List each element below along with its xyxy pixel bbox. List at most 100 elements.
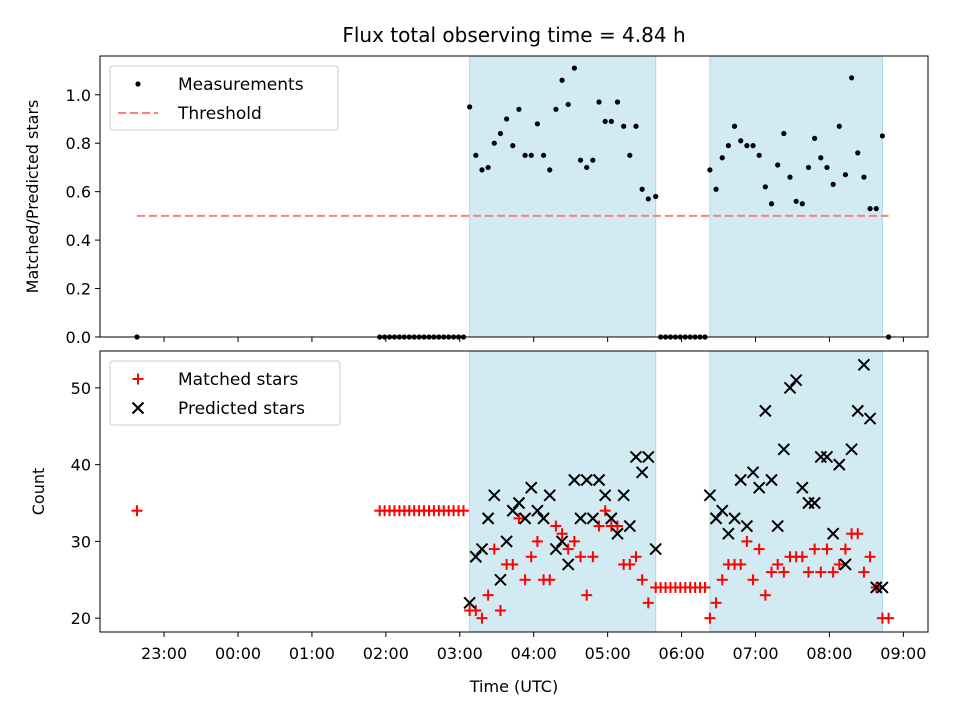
matched-star-point — [858, 566, 870, 578]
matched-star-point — [494, 605, 506, 617]
threshold-legend-label: Threshold — [177, 104, 262, 124]
matched-star-point — [470, 605, 482, 617]
measurement-point — [565, 101, 571, 108]
predicted-star-point — [740, 519, 754, 533]
x-tick-label: 05:00 — [585, 644, 631, 663]
predicted-star-point — [481, 512, 495, 525]
matched-star-point — [587, 551, 599, 563]
measurement-point — [639, 186, 645, 192]
top-y-tick-label: 0.6 — [66, 183, 91, 202]
top-y-tick-label: 0.2 — [66, 280, 91, 299]
matched-star-point — [735, 558, 747, 570]
predicted-star-point — [518, 512, 532, 525]
predicted-star-point — [765, 473, 778, 487]
x-tick-label: 23:00 — [141, 644, 187, 663]
matched-star-point — [716, 574, 728, 586]
measurement-point — [824, 164, 830, 171]
predicted-star-point — [598, 489, 612, 502]
measurement-point — [842, 172, 849, 178]
top-y-tick-label: 1.0 — [66, 86, 91, 105]
x-tick-label: 01:00 — [289, 644, 335, 663]
predicted-star-point — [586, 512, 600, 525]
predicted-star-point — [494, 573, 507, 586]
matched-star-point — [809, 543, 821, 555]
matched-star-point — [630, 551, 642, 563]
measurement-point — [596, 99, 602, 105]
matched-star-point — [852, 528, 864, 540]
measurement-point — [473, 152, 479, 158]
measurement-point — [590, 157, 596, 163]
measurement-point — [504, 116, 510, 122]
x-tick-label: 06:00 — [659, 644, 705, 663]
matched-star-point — [741, 535, 753, 547]
measurement-point — [540, 152, 547, 158]
matched-star-point — [710, 597, 722, 609]
top-y-axis-label: Matched/Predicted stars — [23, 100, 42, 294]
matched-legend-marker — [132, 373, 144, 385]
matched-star-point — [519, 574, 531, 586]
predicted-star-point — [500, 535, 513, 548]
measurement-point — [485, 164, 491, 171]
predicted-star-point — [759, 404, 772, 418]
matched-star-point — [636, 574, 648, 586]
predicted-star-point — [716, 504, 729, 517]
matched-star-point — [568, 535, 580, 547]
predicted-star-point — [574, 512, 587, 525]
bottom-panel: 20 30 40 50 23:00 00:00 01:00 02:00 03:00 04:00 0… — [29, 350, 929, 696]
predicted-star-point — [777, 443, 791, 456]
matched-star-point — [815, 566, 827, 578]
predicted-star-point — [796, 481, 809, 494]
matched-star-point — [476, 612, 488, 624]
matched-star-point — [488, 543, 500, 555]
predicted-star-point — [531, 504, 544, 517]
predicted-star-point — [746, 466, 760, 479]
predicted-star-point — [537, 512, 550, 525]
predicted-star-point — [783, 381, 797, 395]
predicted-star-point — [703, 489, 717, 502]
measurement-point — [571, 65, 577, 71]
measurements-legend-dot — [135, 81, 141, 87]
matched-star-point — [531, 535, 543, 547]
matched-star-point — [513, 512, 525, 524]
measurement-point — [793, 198, 799, 204]
predicted-legend-cross — [131, 401, 145, 415]
predicted-star-point — [475, 542, 489, 556]
predicted-star-point — [562, 558, 575, 571]
matched-star-point — [833, 558, 845, 570]
bottom-axes-frame — [99, 350, 929, 633]
measurement-point — [879, 133, 886, 139]
matched-star-point — [704, 612, 716, 624]
predicted-star-point — [543, 489, 556, 502]
measurement-point — [547, 167, 553, 173]
measurement-point — [528, 152, 534, 158]
measurement-point — [627, 152, 633, 158]
measurement-point — [867, 206, 873, 212]
matched-star-point — [612, 520, 623, 532]
matched-star-point — [562, 543, 574, 555]
matched-star-point — [550, 520, 562, 532]
bottom-legend: Matched stars Predicted stars — [109, 360, 341, 426]
top-y-tick-label: 0.0 — [66, 328, 91, 347]
predicted-star-point — [592, 473, 606, 487]
measurement-point — [559, 77, 565, 83]
matched-star-point — [457, 505, 469, 517]
measurement-point — [707, 167, 713, 173]
predicted-star-point — [635, 466, 649, 479]
predicted-star-point — [734, 473, 747, 487]
predicted-star-point — [789, 373, 803, 387]
bottom-observing-spans — [469, 350, 883, 633]
bottom-y-tick-label: 40 — [71, 456, 91, 475]
matched-star-point — [796, 551, 808, 563]
predicted-star-point — [839, 558, 852, 571]
top-legend: Measurements Threshold — [109, 65, 339, 131]
predicted-star-point — [752, 481, 766, 494]
matched-star-point — [544, 574, 556, 586]
predicted-star-point — [728, 512, 741, 525]
predicted-star-point — [845, 443, 858, 456]
measurement-point — [799, 201, 805, 207]
matched-star-point — [593, 520, 605, 532]
matched-star-point — [839, 543, 851, 555]
predicted-star-point — [605, 512, 618, 525]
measurement-point — [534, 121, 541, 127]
predicted-star-point — [863, 412, 877, 425]
